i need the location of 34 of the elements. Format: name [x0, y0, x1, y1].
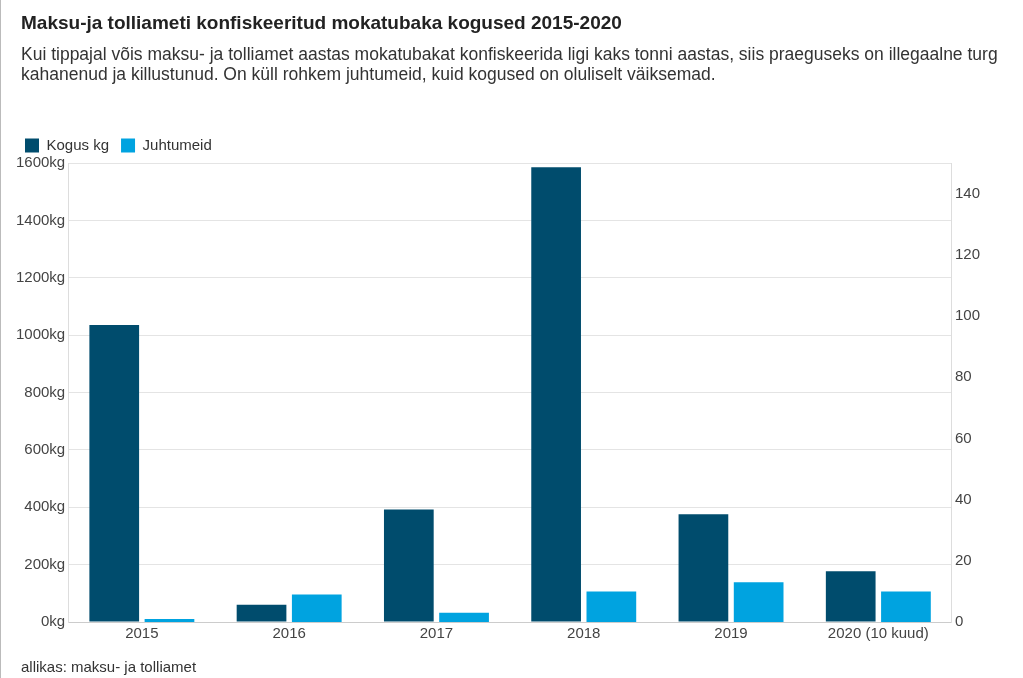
bar	[383, 509, 434, 622]
y2-tick-label: 140	[954, 183, 980, 201]
legend-label: Juhtumeid	[142, 135, 212, 153]
legend-label: Kogus kg	[46, 135, 110, 153]
bar	[825, 571, 876, 622]
x-tick-label: 2016	[272, 624, 306, 642]
y-tick-label: 600kg	[24, 440, 66, 458]
y2-tick-label: 100	[954, 306, 980, 324]
y2-tick-label: 40	[954, 489, 972, 507]
y-tick-label: 1600kg	[15, 153, 66, 171]
x-tick-label: 2018	[567, 624, 601, 642]
x-tick-label: 2020 (10 kuud)	[827, 624, 929, 642]
y-tick-label: 800kg	[24, 382, 66, 400]
bar	[678, 514, 729, 622]
y2-tick-label: 0	[954, 612, 964, 630]
y-tick-label: 200kg	[24, 554, 66, 572]
x-tick-label: 2019	[714, 624, 748, 642]
chart-subtitle: Kui tippajal võis maksu- ja tolliamet aastas mokatubakat konfiskeerida ligi kaks tonni aastas, siis praeguseks on illegaalne turg kahanenud ja killustunud. On küll rohkem juhtumeid, kuid kogused on oluliselt väiksemad.	[21, 44, 999, 84]
bar	[531, 167, 581, 622]
y2-tick-label: 120	[954, 244, 980, 262]
y2-tick-label: 20	[954, 550, 972, 568]
bar	[236, 604, 287, 622]
text: allikas: maksu- ja tolliamet	[21, 658, 197, 675]
y-tick-label: 1000kg	[15, 325, 66, 343]
y-tick-label: 0kg	[41, 612, 66, 630]
y-tick-label: 1400kg	[15, 210, 66, 228]
y2-tick-label: 60	[954, 428, 972, 446]
chart-title: Maksu-ja tolliameti konfiskeeritud mokatubaka kogused 2015-2020	[21, 12, 622, 34]
y2-tick-label: 80	[954, 367, 972, 385]
y-tick-label: 400kg	[24, 497, 66, 515]
y-tick-label: 1200kg	[15, 267, 66, 285]
bar	[89, 325, 140, 622]
x-tick-label: 2015	[125, 624, 159, 642]
x-tick-label: 2017	[419, 624, 454, 642]
